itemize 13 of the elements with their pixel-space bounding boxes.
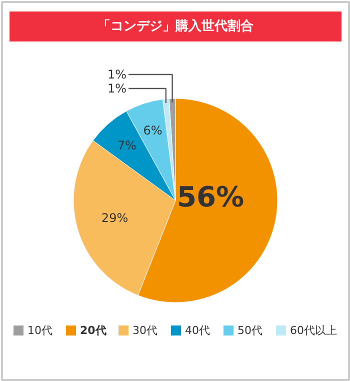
data-label: 7% [117, 138, 136, 152]
data-label: 1% [107, 82, 127, 96]
legend-label: 60代以上 [290, 324, 337, 337]
legend-label: 50代 [238, 324, 262, 337]
legend-label: 20代 [80, 324, 106, 337]
data-label: 6% [143, 124, 162, 138]
chart-title: 「コンデジ」購入世代割合 [98, 18, 254, 34]
data-label: 1% [107, 68, 127, 82]
legend-label: 40代 [185, 324, 210, 337]
data-label: 56% [177, 180, 244, 214]
legend-label: 10代 [28, 324, 52, 337]
legend-label: 30代 [132, 324, 158, 337]
data-label: 29% [101, 211, 128, 226]
